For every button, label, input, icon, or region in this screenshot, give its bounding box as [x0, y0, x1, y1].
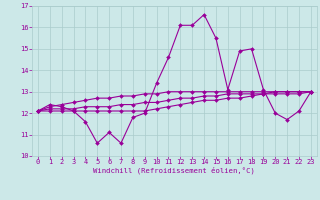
X-axis label: Windchill (Refroidissement éolien,°C): Windchill (Refroidissement éolien,°C) — [93, 167, 255, 174]
